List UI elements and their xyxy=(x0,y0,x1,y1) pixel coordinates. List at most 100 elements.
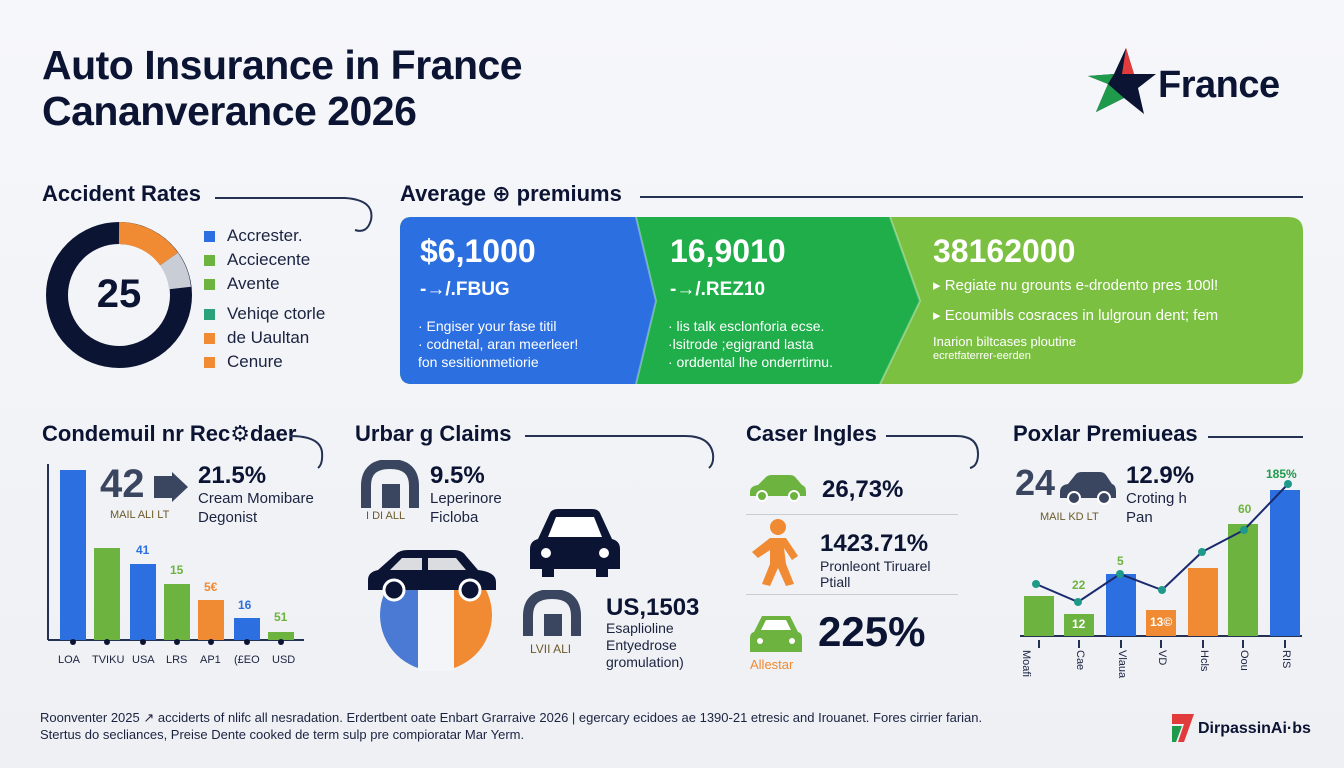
axis-dot xyxy=(244,639,250,645)
premium-panel-2: 16,9010 -→/.REZ10 · lis talk esclonforia… xyxy=(650,217,900,384)
premium-panel-2-line: · orddental lhe onderrtirnu. xyxy=(668,354,833,370)
accident-legend: Accrester. Acciecente Avente Vehiqe ctor… xyxy=(204,224,325,374)
poxlar-desc-1: Croting h xyxy=(1126,490,1187,507)
trend-point xyxy=(1158,586,1166,594)
urban-tag-2: LVII ALI xyxy=(530,642,572,656)
axis-dot xyxy=(140,639,146,645)
x-tick-label: AP1 xyxy=(200,654,221,666)
x-tick-label: USD xyxy=(272,654,296,666)
bar-value-label: 41 xyxy=(136,543,150,557)
premium-panel-2-sub: -→/.REZ10 xyxy=(670,279,766,300)
legend-swatch xyxy=(204,278,215,290)
horseshoe-icon xyxy=(361,460,419,508)
x-tick-label: RIS xyxy=(1280,650,1292,669)
bar xyxy=(234,618,260,640)
bar xyxy=(60,470,86,640)
premium-panel-3-value: 38162000 xyxy=(933,233,1076,269)
legend-item: de Uaultan xyxy=(204,326,325,350)
axis-dot xyxy=(104,639,110,645)
premium-panel-2-line: ·lsitrode ;egigrand lasta xyxy=(668,336,814,352)
trend-point xyxy=(1284,480,1292,488)
premium-panel-3-line: Inarion biltcases ploutine xyxy=(933,334,1077,349)
premium-panel-3: 38162000 ▸ Regiate nu grounts e-drodento… xyxy=(915,217,1303,384)
caser-value-1: 26,73% xyxy=(822,476,904,503)
footer-line-1: Roonventer 2025 ↗ acciderts of nlifc all… xyxy=(40,710,983,725)
brand-logo: France xyxy=(1086,44,1326,116)
bar xyxy=(1146,610,1176,636)
curved-connector-icon xyxy=(886,435,980,469)
premium-panel-1-sub: -→/.FBUG xyxy=(420,279,510,300)
bar xyxy=(1228,524,1258,636)
condemuil-title: Condemuil nr Rec⚙daer xyxy=(42,421,297,446)
donut-segment-orange xyxy=(118,222,178,266)
car-icon xyxy=(1060,472,1116,505)
urban-claims-title: Urbar g Claims xyxy=(355,421,512,446)
bar-value-label: 51 xyxy=(274,610,288,624)
bar xyxy=(1270,490,1300,636)
bar xyxy=(164,584,190,640)
footer-logo-icon xyxy=(1172,714,1194,742)
person-icon xyxy=(752,519,798,586)
curved-connector-icon xyxy=(525,435,715,469)
legend-swatch xyxy=(204,230,215,242)
footer-line-2: Stertus do secliances, Preise Dente cook… xyxy=(40,727,525,742)
bar xyxy=(1188,568,1218,636)
footer-note: Roonventer 2025 ↗ acciderts of nlifc all… xyxy=(40,709,982,743)
title-line-2: Cananverance 2026 xyxy=(42,88,417,134)
bar-value-label: 60 xyxy=(1238,502,1252,516)
divider xyxy=(746,514,958,515)
poxlar-combo-chart xyxy=(1020,480,1302,648)
bar xyxy=(1064,614,1094,636)
bar xyxy=(130,564,156,640)
axis-dot xyxy=(70,639,76,645)
premium-panel-1-value: $6,1000 xyxy=(420,233,536,269)
premium-panel-1-line: fon sesitionmetiorie xyxy=(418,354,539,370)
page-title: Auto Insurance in France Cananverance 20… xyxy=(42,42,523,134)
bar-value-label: 5 xyxy=(1117,554,1124,568)
bar-value-label: 185% xyxy=(1266,467,1297,481)
legend-swatch xyxy=(204,332,215,344)
premium-panel-1: $6,1000 -→/.FBUG · Engiser your fase tit… xyxy=(400,217,640,384)
legend-swatch xyxy=(204,356,215,368)
arrow-right-icon xyxy=(154,472,188,502)
x-tick-label: Oou xyxy=(1238,650,1250,671)
bar xyxy=(94,548,120,640)
caser-value-3: 225% xyxy=(818,608,926,655)
urban-desc-3: Esaplioline xyxy=(606,620,674,636)
x-tick-label: USA xyxy=(132,654,155,666)
condemuil-tag: MAIL ALI LT xyxy=(110,509,170,521)
accident-donut-chart xyxy=(46,222,192,368)
donut-center-value: 25 xyxy=(96,272,142,316)
footer-brand: DirpassinAi·bs xyxy=(1198,720,1311,737)
urban-tag-1: I DI ALL xyxy=(366,510,406,522)
poxlar-icon-value: 24 xyxy=(1015,462,1056,503)
brand-name: France xyxy=(1158,64,1280,106)
divider xyxy=(746,594,958,595)
car-icon xyxy=(750,475,806,502)
poxlar-stat: 12.9% xyxy=(1126,462,1195,489)
legend-item: Cenure xyxy=(204,350,325,374)
premium-panel-3-line: ▸ Ecoumibls cosraces in lulgroun dent; f… xyxy=(933,307,1219,324)
bar xyxy=(1024,596,1054,636)
premium-panel-1-line: · codnetal, aran meerleer! xyxy=(418,336,579,352)
legend-swatch xyxy=(204,254,215,266)
bar-value-label: 5€ xyxy=(204,580,218,594)
axis-dot xyxy=(278,639,284,645)
x-tick-label: Vlaua xyxy=(1116,650,1128,679)
caser-title: Caser Ingles xyxy=(746,421,877,446)
caser-tag: Allestar xyxy=(750,657,794,672)
urban-stat-1: 9.5% xyxy=(430,462,485,489)
condemuil-bar-chart xyxy=(47,464,304,645)
bar-value-label: 15 xyxy=(170,563,184,577)
trend-point xyxy=(1240,526,1248,534)
legend-item: Acciecente xyxy=(204,248,325,272)
x-tick-label: (£EO xyxy=(234,654,260,666)
premium-panel-3-line: ecretfaterrer-eerden xyxy=(933,350,1031,362)
x-tick-label: Cae xyxy=(1074,650,1086,671)
curved-connector-icon xyxy=(290,435,324,469)
urban-desc-1: Leperinore xyxy=(430,490,502,507)
trend-point xyxy=(1198,548,1206,556)
caser-desc-2: Ptiall xyxy=(820,574,851,590)
legend-item: Vehiqe ctorle xyxy=(204,302,325,326)
urban-desc-5: gromulation) xyxy=(606,654,684,670)
